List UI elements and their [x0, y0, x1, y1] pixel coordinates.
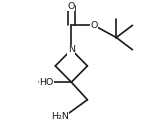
Text: N: N: [68, 45, 75, 54]
Text: O: O: [68, 2, 75, 11]
Text: O: O: [90, 21, 98, 30]
Text: HO: HO: [39, 78, 54, 87]
Text: H₂N: H₂N: [51, 112, 69, 121]
